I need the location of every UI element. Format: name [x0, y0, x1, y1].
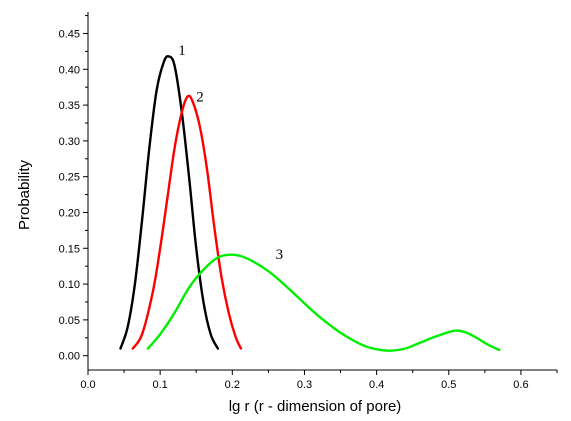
series-line-3	[146, 253, 501, 352]
y-tick-label: 0.45	[59, 28, 80, 40]
y-ticks: 0.00 0.05 0.10 0.15 0.20 0.25 0.30 0.35 0.40 0.45	[59, 15, 88, 363]
x-ticks: 0.0 0.1 0.2 0.3 0.4 0.5 0.6	[80, 370, 558, 391]
annotation-layer: 1 2 3	[178, 43, 283, 263]
axes	[87, 12, 557, 371]
x-axis-title: lg r (r - dimension of pore)	[229, 398, 402, 415]
series-layer	[119, 55, 501, 352]
x-tick-label: 0.1	[153, 379, 168, 391]
series-line-1	[119, 55, 220, 350]
x-tick-label: 0.0	[80, 379, 95, 391]
y-tick-label: 0.40	[59, 64, 80, 76]
x-tick-label: 0.3	[297, 379, 312, 391]
x-tick-label: 0.4	[369, 379, 384, 391]
curve-label-2: 2	[196, 90, 204, 106]
y-tick-label: 0.05	[59, 315, 80, 327]
x-tick-label: 0.6	[513, 379, 528, 391]
x-tick-label: 0.2	[225, 379, 240, 391]
curve-label-3: 3	[276, 247, 284, 263]
curve-label-1: 1	[178, 43, 186, 59]
y-tick-label: 0.15	[59, 243, 80, 255]
y-tick-label: 0.35	[59, 100, 80, 112]
y-tick-label: 0.00	[59, 351, 80, 363]
series-line-2	[131, 94, 243, 350]
y-tick-label: 0.20	[59, 207, 80, 219]
y-axis-title: Probability	[16, 159, 33, 230]
y-tick-label: 0.10	[59, 279, 80, 291]
x-tick-label: 0.5	[441, 379, 456, 391]
y-tick-label: 0.30	[59, 136, 80, 148]
y-tick-label: 0.25	[59, 172, 80, 184]
